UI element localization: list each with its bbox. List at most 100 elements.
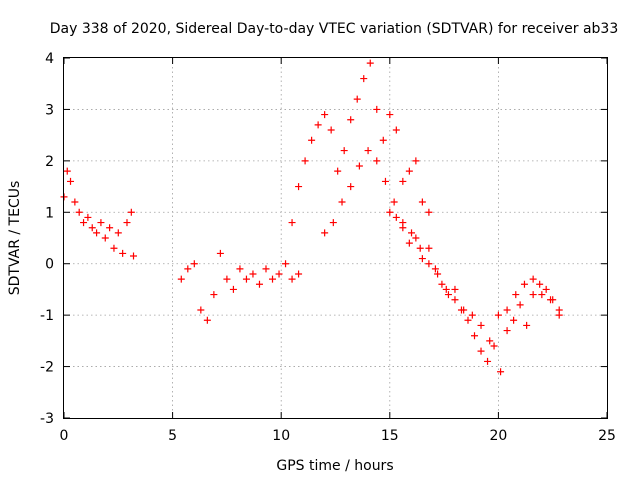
x-tick-label: 25 [598, 428, 616, 444]
data-point [497, 368, 505, 376]
data-point [229, 285, 237, 293]
data-point [340, 147, 348, 155]
data-point [242, 275, 250, 283]
data-point [360, 75, 368, 83]
data-point [269, 275, 277, 283]
data-point [405, 239, 413, 247]
data-point [353, 95, 361, 103]
data-point [338, 198, 346, 206]
data-point [249, 270, 257, 278]
y-axis-label: SDTVAR / TECUs [7, 181, 23, 296]
data-point [516, 301, 524, 309]
data-point [529, 275, 537, 283]
data-point [197, 306, 205, 314]
data-point [275, 270, 283, 278]
data-point [379, 136, 387, 144]
data-point [327, 126, 335, 134]
data-point [444, 291, 452, 299]
data-point [88, 224, 96, 232]
y-tick-label: -1 [40, 308, 54, 324]
data-point [301, 157, 309, 165]
data-point [84, 213, 92, 221]
data-point [464, 316, 472, 324]
x-axis-label: GPS time / hours [276, 458, 393, 474]
grid [64, 58, 607, 418]
data-point [494, 311, 502, 319]
data-point [295, 270, 303, 278]
data-point [486, 337, 494, 345]
data-point [75, 208, 83, 216]
data-point [288, 219, 296, 227]
data-point [386, 111, 394, 119]
data-point [373, 157, 381, 165]
data-point [390, 198, 398, 206]
data-point [262, 265, 270, 273]
data-point [203, 316, 211, 324]
data-point [416, 244, 424, 252]
data-point [542, 285, 550, 293]
data-point [399, 177, 407, 185]
data-point [119, 249, 127, 257]
data-point [529, 291, 537, 299]
data-point [381, 177, 389, 185]
data-point [288, 275, 296, 283]
data-point [210, 291, 218, 299]
data-point [321, 111, 329, 119]
data-point [123, 219, 131, 227]
data-point [451, 285, 459, 293]
x-tick-label: 10 [272, 428, 290, 444]
data-point [512, 291, 520, 299]
data-point [520, 280, 528, 288]
data-point [216, 249, 224, 257]
data-point [71, 198, 79, 206]
data-point [127, 208, 135, 216]
data-points [60, 59, 563, 376]
data-point [236, 265, 244, 273]
data-point [538, 291, 546, 299]
data-point [438, 280, 446, 288]
data-point [490, 342, 498, 350]
data-point [471, 332, 479, 340]
y-tick-label: 1 [45, 205, 54, 221]
x-tick-label: 20 [489, 428, 507, 444]
data-point [101, 234, 109, 242]
data-point [355, 162, 363, 170]
data-point [451, 296, 459, 304]
data-point [392, 213, 400, 221]
data-point [386, 208, 394, 216]
data-point [93, 229, 101, 237]
data-point [347, 183, 355, 191]
data-point [130, 252, 138, 260]
data-point [484, 357, 492, 365]
data-point [503, 306, 511, 314]
x-tick-label: 15 [381, 428, 399, 444]
chart-title: Day 338 of 2020, Sidereal Day-to-day VTE… [50, 21, 619, 37]
data-point [547, 296, 555, 304]
y-tick-label: -3 [40, 411, 54, 427]
data-point [106, 224, 114, 232]
x-tick-label: 5 [168, 428, 177, 444]
data-point [190, 260, 198, 268]
data-point [373, 105, 381, 113]
data-point [523, 321, 531, 329]
data-point [418, 255, 426, 263]
y-tick-label: 2 [45, 154, 54, 170]
data-point [282, 260, 290, 268]
data-point [97, 219, 105, 227]
data-point [347, 116, 355, 124]
y-tick-label: 0 [45, 257, 54, 273]
data-point [425, 260, 433, 268]
data-point [321, 229, 329, 237]
data-point [329, 219, 337, 227]
x-tick-label: 0 [60, 428, 69, 444]
data-point [314, 121, 322, 129]
data-point [80, 219, 88, 227]
data-point [412, 157, 420, 165]
data-point [555, 311, 563, 319]
data-point [295, 183, 303, 191]
data-point [434, 270, 442, 278]
y-tick-label: 3 [45, 102, 54, 118]
data-point [425, 208, 433, 216]
data-point [503, 327, 511, 335]
